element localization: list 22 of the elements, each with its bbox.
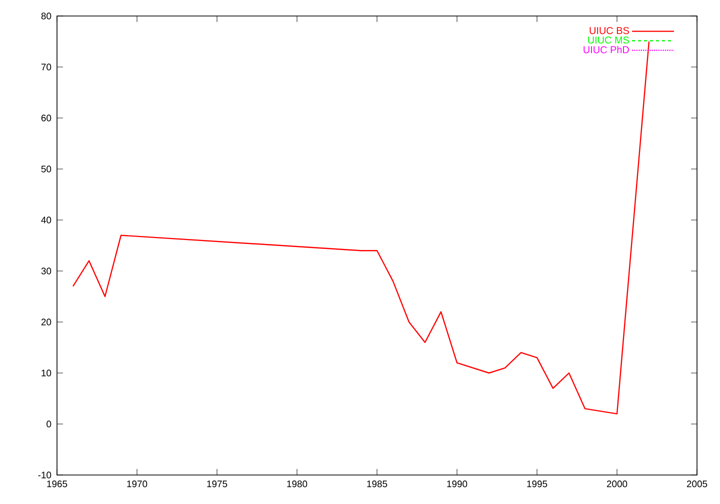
x-tick-label: 2005: [686, 480, 708, 488]
y-tick-label: -10: [38, 472, 52, 478]
x-tick-label: 1995: [527, 480, 548, 488]
y-tick-label: 30: [41, 268, 52, 274]
x-tick-label: 1980: [287, 480, 308, 488]
legend-label: UIUC BS: [590, 27, 629, 34]
x-tick-label: 1970: [127, 480, 148, 488]
y-tick-label: 70: [41, 64, 52, 70]
y-tick-label: 50: [41, 166, 52, 172]
y-tick-label: 40: [41, 216, 52, 224]
y-tick-label: 10: [42, 370, 52, 376]
legend-label: UIUC MS: [588, 36, 629, 44]
x-tick-label: 1985: [367, 480, 388, 488]
x-tick-label: 1990: [447, 480, 468, 488]
y-tick-label: 80: [41, 12, 52, 20]
x-tick-label: 2000: [606, 480, 628, 488]
y-tick-label: 20: [41, 318, 52, 326]
x-tick-label: 1975: [207, 480, 228, 488]
y-tick-label: 60: [41, 114, 52, 122]
y-tick-label: 0: [46, 420, 52, 428]
x-tick-label: 1965: [47, 480, 68, 488]
legend-label: UIUC PhD: [584, 46, 629, 54]
